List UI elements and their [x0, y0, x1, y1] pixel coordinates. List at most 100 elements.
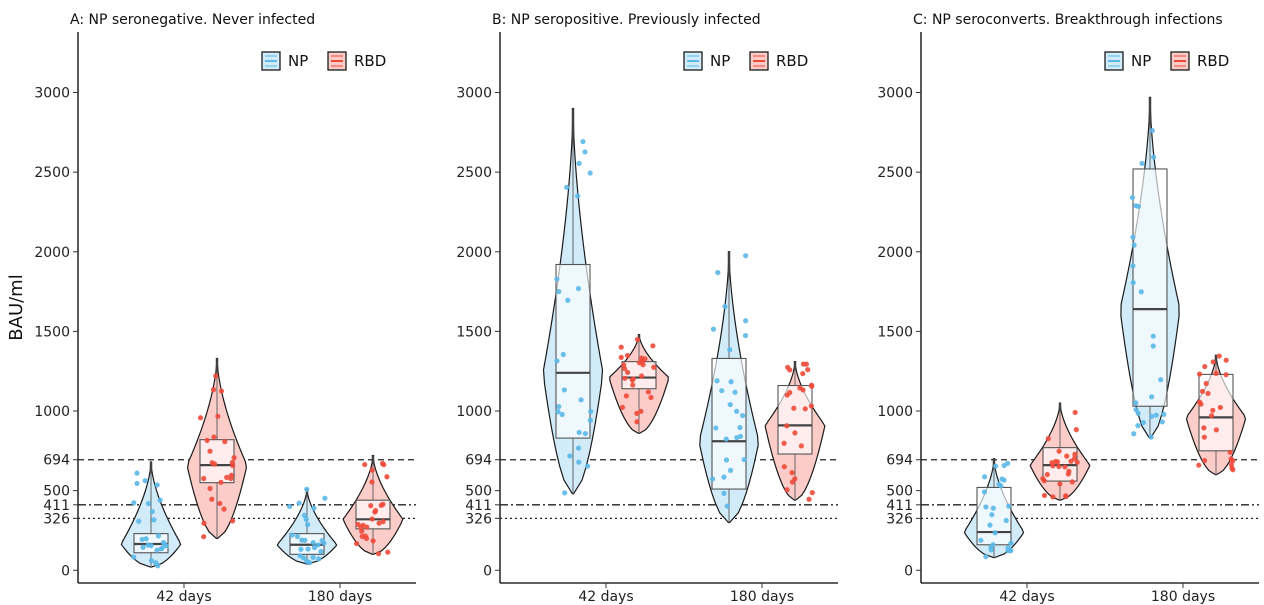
data-point	[721, 490, 727, 496]
data-point	[201, 534, 207, 540]
data-point	[140, 544, 146, 550]
data-point	[719, 388, 725, 394]
data-point	[978, 537, 984, 543]
data-point	[310, 539, 316, 546]
data-point	[306, 560, 313, 566]
data-point	[1063, 493, 1069, 499]
data-point	[996, 481, 1002, 487]
y-tick-label: 2000	[34, 245, 70, 261]
data-point	[648, 394, 654, 401]
data-point	[1216, 353, 1222, 359]
data-point	[634, 336, 641, 343]
data-point	[1148, 434, 1154, 440]
y-tick-label: 1500	[34, 324, 70, 340]
panel-title: B: NP seropositive. Previously infected	[492, 12, 761, 28]
y-tick-label: 411	[43, 498, 70, 514]
legend-label-rbd: RBD	[1197, 52, 1229, 70]
data-point	[201, 475, 207, 482]
data-point	[802, 406, 808, 412]
data-point	[743, 318, 749, 324]
data-point	[1073, 427, 1079, 433]
data-point	[303, 516, 309, 522]
x-tick-label: 180 days	[308, 589, 372, 605]
y-tick-label: 2000	[456, 245, 492, 261]
data-point	[713, 425, 719, 431]
data-point	[1201, 425, 1207, 431]
y-tick-label: 0	[61, 563, 70, 579]
data-point	[376, 520, 382, 526]
data-point	[1153, 412, 1159, 418]
data-point	[1230, 458, 1236, 464]
data-point	[1159, 419, 1165, 425]
data-point	[1148, 413, 1155, 419]
data-point	[1133, 400, 1139, 406]
data-point	[983, 504, 989, 510]
data-point	[1150, 154, 1157, 160]
data-point	[305, 546, 311, 552]
data-point	[134, 480, 140, 487]
data-point	[987, 522, 993, 528]
data-point	[369, 479, 375, 485]
data-point	[207, 448, 213, 454]
data-point	[154, 547, 160, 553]
data-point	[136, 518, 142, 524]
data-point	[318, 548, 324, 555]
data-point	[809, 490, 815, 496]
data-point	[1129, 194, 1136, 201]
y-tick-label: 411	[886, 498, 913, 514]
panel-c: C: NP seroconverts. Breakthrough infecti…	[877, 12, 1259, 605]
data-point	[155, 563, 161, 569]
data-point	[321, 540, 327, 546]
data-point	[582, 149, 588, 155]
box-np-42	[976, 486, 1012, 546]
data-point	[149, 508, 155, 515]
data-point	[638, 408, 644, 414]
data-point	[230, 462, 236, 469]
data-point	[575, 193, 581, 199]
data-point	[1197, 399, 1203, 405]
data-point	[1045, 435, 1051, 442]
data-point	[990, 542, 996, 548]
legend-label-rbd: RBD	[354, 52, 386, 70]
data-point	[160, 539, 167, 546]
data-point	[305, 522, 311, 528]
data-point	[727, 467, 734, 473]
data-point	[742, 332, 749, 339]
data-point	[638, 355, 645, 361]
y-axis-label: BAU/ml	[6, 274, 27, 340]
y-tick-label: 500	[43, 484, 70, 500]
data-point	[142, 478, 148, 484]
data-point	[714, 378, 720, 384]
data-point	[792, 476, 798, 482]
data-point	[715, 269, 721, 276]
data-point	[1201, 434, 1207, 440]
data-point	[155, 533, 162, 539]
data-point	[587, 417, 593, 423]
data-point	[380, 501, 386, 507]
data-point	[556, 403, 562, 410]
data-point	[982, 474, 988, 480]
data-point	[630, 382, 636, 388]
data-point	[797, 385, 803, 391]
y-tick-label: 326	[43, 511, 70, 527]
data-point	[212, 461, 218, 467]
data-point	[1050, 463, 1056, 469]
data-point	[806, 496, 812, 502]
y-tick-label: 500	[465, 484, 492, 500]
box-rbd-42	[621, 361, 657, 390]
data-point	[575, 285, 582, 292]
data-point	[358, 524, 364, 531]
data-point	[217, 500, 223, 507]
data-point	[304, 486, 310, 492]
data-point	[791, 405, 797, 411]
data-point	[298, 546, 304, 552]
data-point	[370, 538, 376, 544]
data-point	[618, 354, 624, 360]
data-point	[376, 551, 382, 557]
data-point	[724, 503, 730, 509]
data-point	[1208, 413, 1215, 419]
data-point	[565, 297, 571, 303]
data-point	[215, 413, 221, 419]
data-point	[640, 362, 646, 368]
data-point	[1131, 242, 1137, 248]
